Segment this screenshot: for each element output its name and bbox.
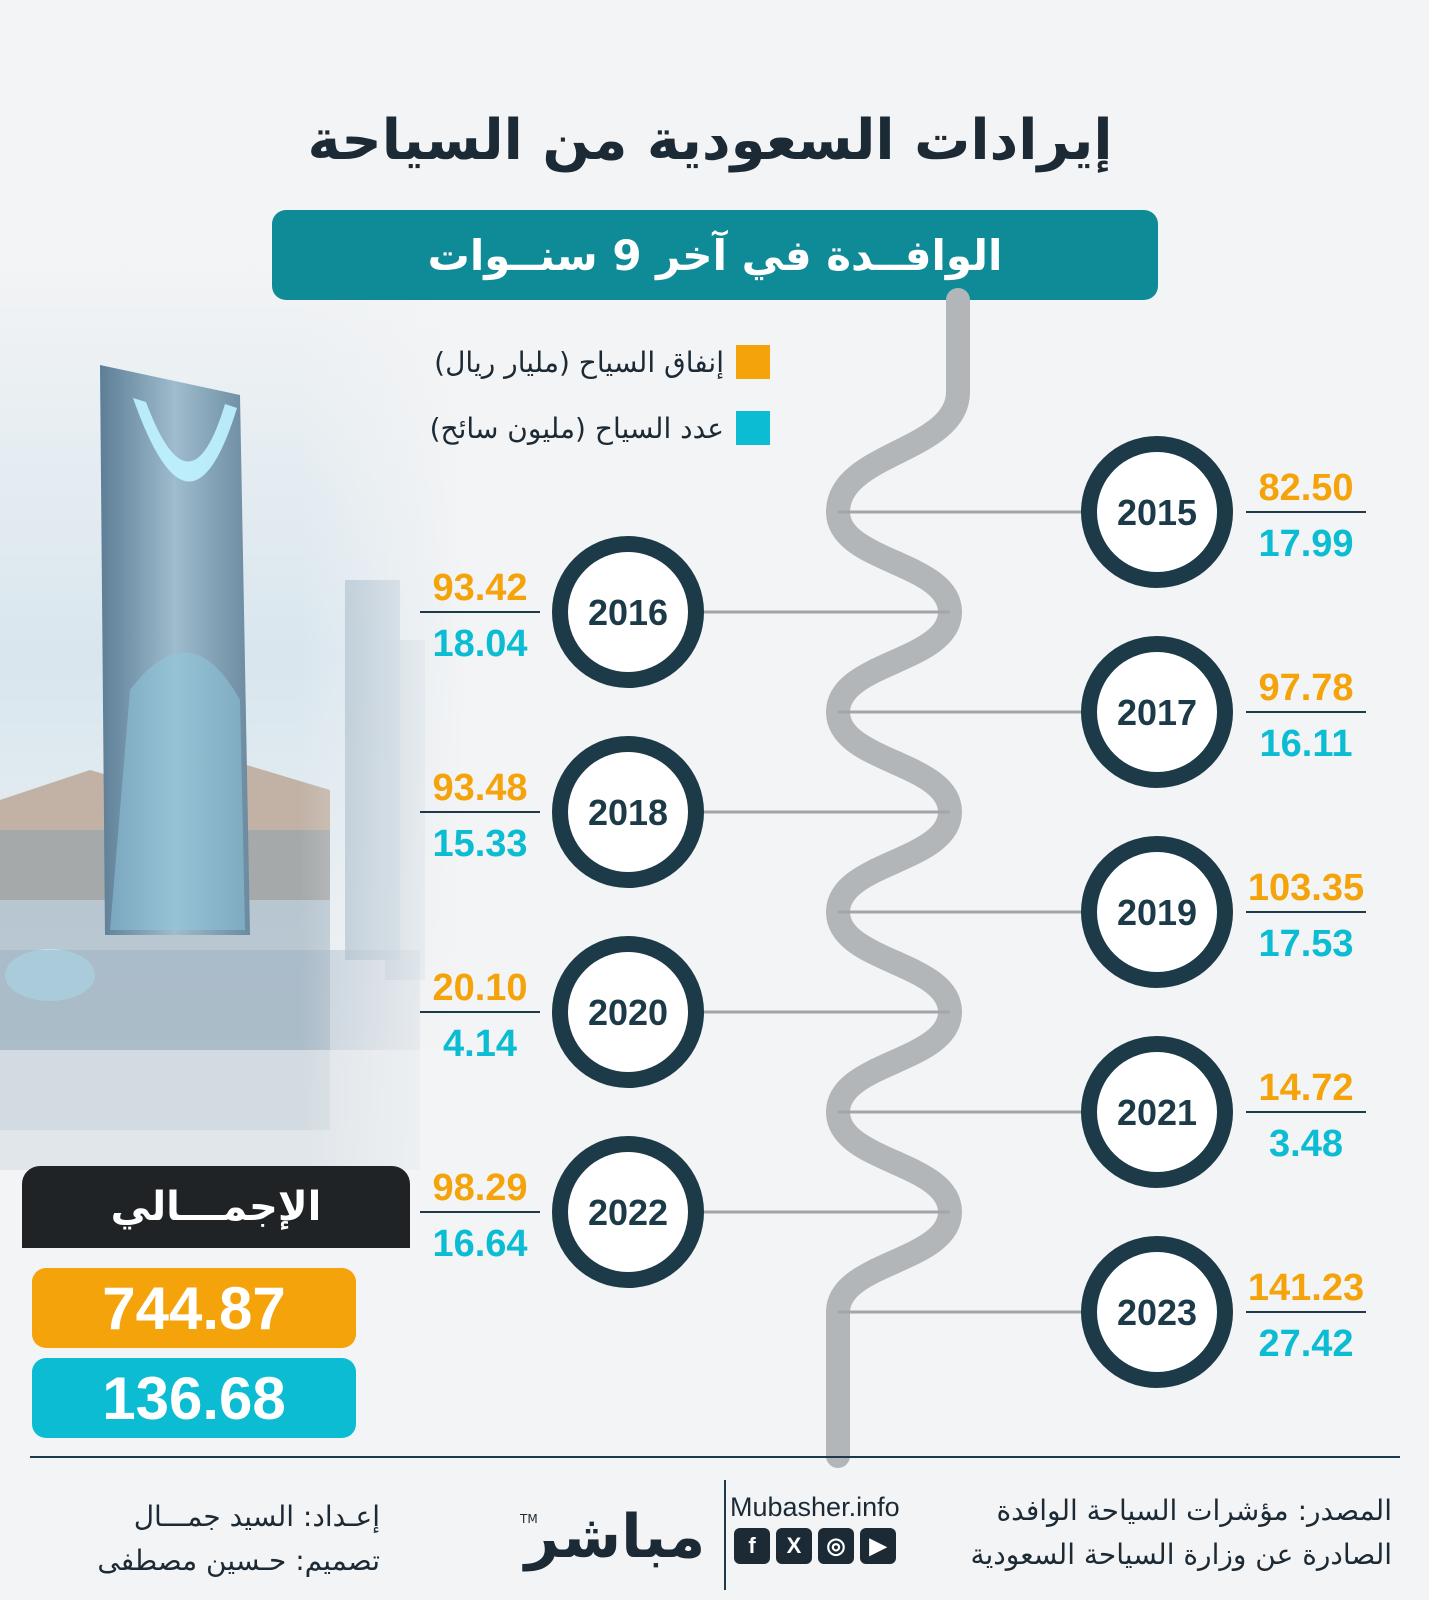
road-path xyxy=(825,288,970,1468)
legend-label-spending: إنفاق السياح (مليار ريال) xyxy=(434,345,724,379)
spending-value-2018: 93.48 xyxy=(432,767,527,809)
facebook-icon[interactable]: f xyxy=(734,1528,770,1564)
page-title: إيرادات السعودية من السياحة xyxy=(307,108,1113,173)
tourists-value-2021: 3.48 xyxy=(1269,1123,1343,1165)
spending-value-2020: 20.10 xyxy=(432,967,527,1009)
year-label-2018: 2018 xyxy=(588,792,668,833)
tourists-value-2015: 17.99 xyxy=(1258,523,1353,565)
year-circle-2022 xyxy=(568,1152,688,1272)
legend-label-tourists: عدد السياح (مليون سائح) xyxy=(429,411,724,445)
footer-divider xyxy=(30,1456,1400,1458)
tourists-value-2017: 16.11 xyxy=(1260,723,1353,765)
year-circle-2016 xyxy=(568,552,688,672)
year-label-2021: 2021 xyxy=(1117,1092,1197,1133)
year-label-2020: 2020 xyxy=(588,992,668,1033)
tourists-value-2018: 15.33 xyxy=(432,823,527,865)
year-label-2022: 2022 xyxy=(588,1192,668,1233)
spending-value-2021: 14.72 xyxy=(1258,1067,1353,1109)
year-circle-2020 xyxy=(568,952,688,1072)
total-tourists-value: 136.68 xyxy=(32,1358,356,1438)
tourists-value-2022: 16.64 xyxy=(432,1223,527,1265)
credit-prep: إعـداد: السيد جمـــال xyxy=(133,1500,380,1533)
year-label-2016: 2016 xyxy=(588,592,668,633)
legend-item-spending: إنفاق السياح (مليار ريال) xyxy=(340,342,770,382)
year-circle-2019 xyxy=(1097,852,1217,972)
x-icon[interactable]: X xyxy=(776,1528,812,1564)
spending-value-2015: 82.50 xyxy=(1258,467,1353,509)
brand-divider xyxy=(724,1480,726,1590)
spending-value-2016: 93.42 xyxy=(432,567,527,609)
year-label-2019: 2019 xyxy=(1117,892,1197,933)
legend-swatch-orange xyxy=(736,345,770,379)
tourists-value-2023: 27.42 xyxy=(1258,1323,1353,1365)
year-circle-2021 xyxy=(1097,1052,1217,1172)
legend-swatch-cyan xyxy=(736,411,770,445)
totals-panel: الإجمـــالي xyxy=(22,1166,410,1248)
spending-value-2022: 98.29 xyxy=(432,1167,527,1209)
source-line-1: المصدر: مؤشرات السياحة الوافدة xyxy=(996,1494,1392,1527)
brand-trademark: TM xyxy=(520,1512,538,1526)
year-label-2017: 2017 xyxy=(1117,692,1197,733)
social-icons: f X ◎ ▶ xyxy=(734,1528,896,1564)
year-circle-2017 xyxy=(1097,652,1217,772)
source-line-2: الصادرة عن وزارة السياحة السعودية xyxy=(970,1538,1392,1571)
tourists-value-2020: 4.14 xyxy=(443,1023,517,1065)
total-spending-value: 744.87 xyxy=(32,1268,356,1348)
site-link[interactable]: Mubasher.info xyxy=(730,1492,900,1522)
subtitle-banner: الوافــدة في آخر 9 سنــوات xyxy=(272,210,1158,300)
instagram-icon[interactable]: ◎ xyxy=(818,1528,854,1564)
youtube-icon[interactable]: ▶ xyxy=(860,1528,896,1564)
spending-value-2017: 97.78 xyxy=(1258,667,1353,709)
credit-design: تصميم: حـسين مصطفى xyxy=(97,1544,380,1577)
year-circle-2023 xyxy=(1097,1252,1217,1372)
totals-header: الإجمـــالي xyxy=(22,1166,410,1248)
tourists-value-2019: 17.53 xyxy=(1258,923,1353,965)
spending-value-2019: 103.35 xyxy=(1248,867,1364,909)
year-circle-2018 xyxy=(568,752,688,872)
brand-logo: مباشر xyxy=(524,1502,706,1572)
subtitle: الوافــدة في آخر 9 سنــوات xyxy=(427,230,1003,280)
winding-road xyxy=(825,288,970,1468)
year-label-2023: 2023 xyxy=(1117,1292,1197,1333)
year-circle-2015 xyxy=(1097,452,1217,572)
spending-value-2023: 141.23 xyxy=(1248,1267,1364,1309)
legend-item-tourists: عدد السياح (مليون سائح) xyxy=(340,408,770,448)
tourists-value-2016: 18.04 xyxy=(432,623,527,665)
year-label-2015: 2015 xyxy=(1117,492,1197,533)
